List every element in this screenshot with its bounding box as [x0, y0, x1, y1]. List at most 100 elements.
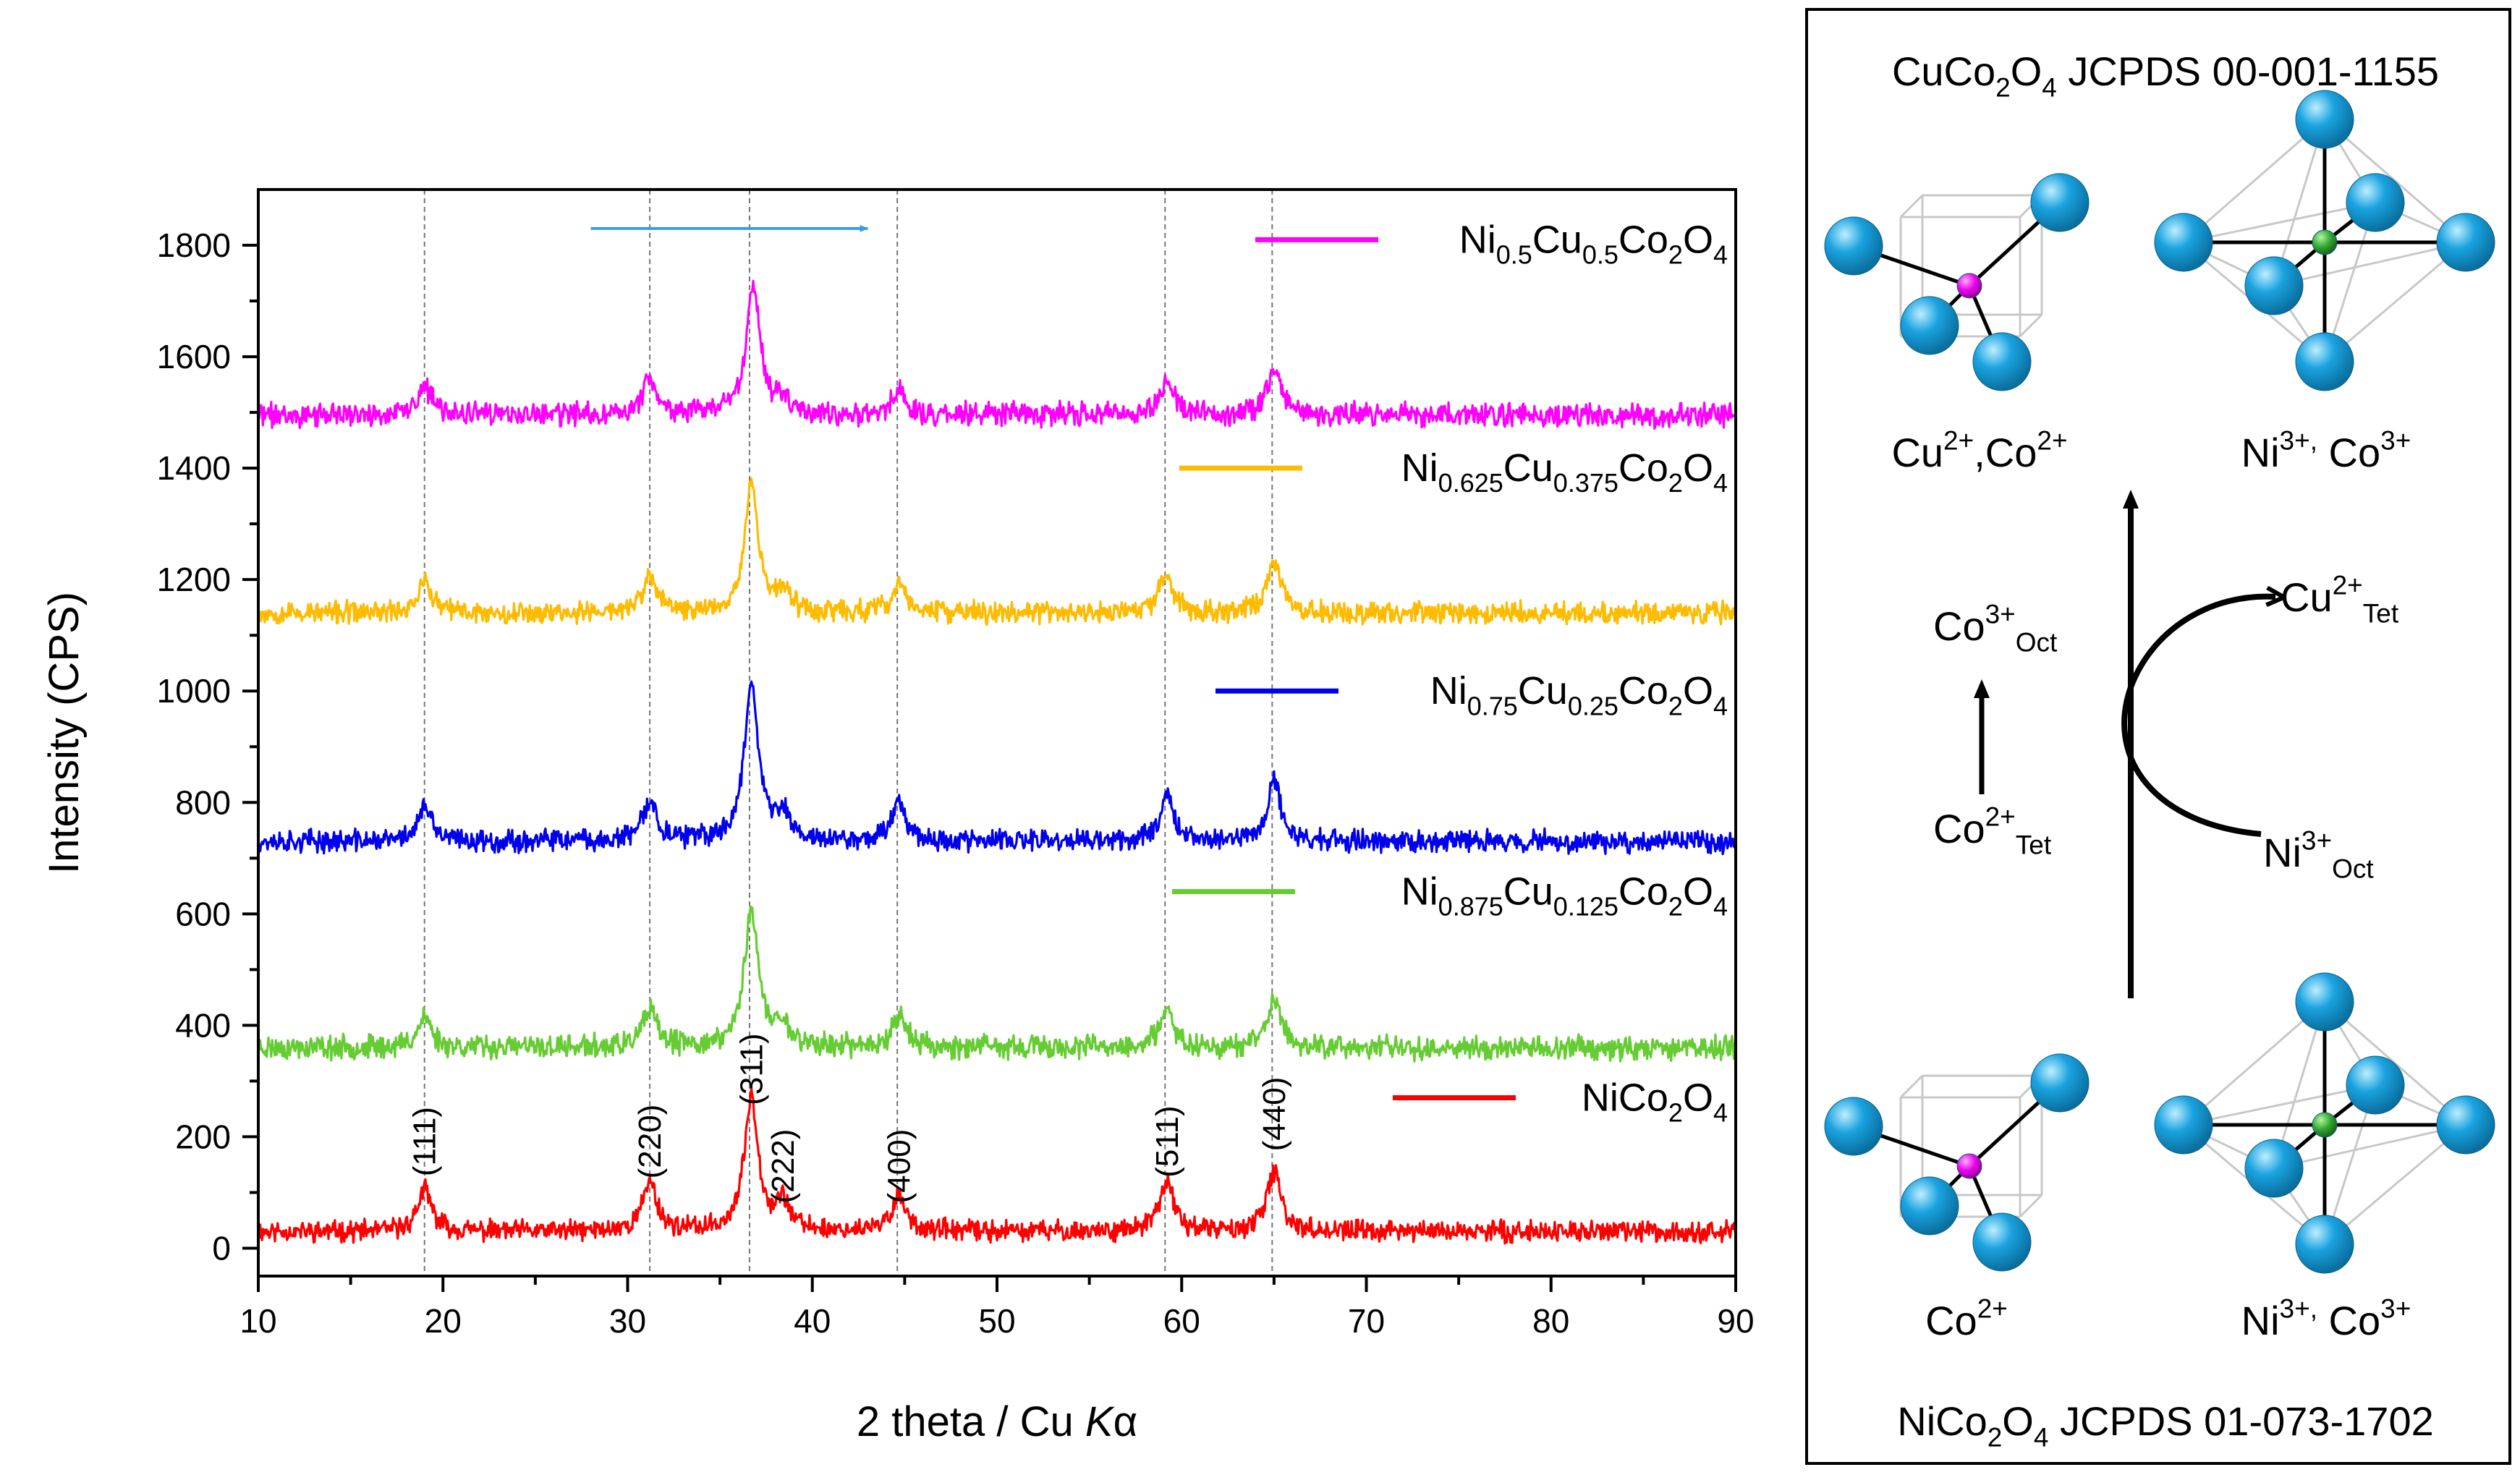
tetrahedral-cation [1956, 273, 1982, 299]
peak-label: (311) [734, 1033, 770, 1105]
x-tick-label: 70 [1348, 1302, 1385, 1340]
co3-oct-label: Co3+Oct [1933, 600, 2058, 658]
oxygen-atom [2295, 332, 2354, 391]
legend-entry: NiCo2O4 [1582, 1076, 1728, 1128]
y-tick-label: 400 [175, 1006, 231, 1044]
legend-entry: Ni0.5Cu0.5Co2O4 [1459, 218, 1728, 269]
tetrahedral-cation [1956, 1153, 1982, 1179]
y-tick-label: 1200 [157, 561, 231, 598]
cube-edge [1899, 1074, 1924, 1099]
oxygen-atom [1972, 332, 2032, 391]
oxygen-atom [1824, 1097, 1883, 1156]
octahedron-edge [2324, 1000, 2466, 1126]
peak-label: (400) [882, 1129, 917, 1204]
octahedron-edge [2324, 118, 2466, 244]
y-tick-label: 0 [212, 1229, 231, 1267]
cuco2o4-reference-title: CuCo2O4 JCPDS 00-001-1155 [1892, 48, 2439, 103]
octahedron-edge [2324, 241, 2466, 363]
nico2o4-reference-title: NiCo2O4 JCPDS 01-073-1702 [1897, 1398, 2434, 1453]
oxygen-atom [2244, 256, 2304, 315]
legend-entry: Ni0.625Cu0.375Co2O4 [1401, 446, 1728, 498]
peak-label: (111) [407, 1107, 443, 1176]
oxygen-atom [2295, 1215, 2354, 1274]
y-axis-title: Intensity (CPS) [41, 592, 88, 874]
octahedral-cation [2312, 229, 2338, 255]
peak-label: (220) [632, 1105, 668, 1179]
oxygen-atom [2346, 1055, 2405, 1115]
y-tick-label: 1000 [157, 672, 231, 710]
legend-entry: Ni0.875Cu0.125Co2O4 [1401, 870, 1728, 922]
octahedron-edge [2183, 201, 2376, 244]
peak-label: (222) [765, 1129, 801, 1204]
oxygen-atom [2436, 1095, 2495, 1155]
x-axis-title: 2 theta / Cu Kα [857, 1398, 1137, 1445]
octahedron-edge [2183, 1084, 2376, 1126]
cube-edge [1899, 194, 1924, 218]
series-line [258, 279, 1736, 430]
octahedron-edge [2273, 1123, 2466, 1170]
bottom-octahedral-ions-label: Ni3+, Co3+ [2241, 1294, 2411, 1344]
oxygen-atom [1900, 1176, 1959, 1236]
x-tick-label: 80 [1532, 1302, 1569, 1340]
series-line [258, 906, 1736, 1063]
x-axis: 10 20 30 40 50 60 70 80 90 [239, 1276, 1755, 1340]
reference-lines [423, 190, 1273, 1276]
tetrahedral-site-bottom [1824, 1053, 2090, 1272]
octahedral-site-top [2154, 90, 2495, 391]
x-tick-label: 40 [794, 1302, 831, 1340]
series-line [258, 477, 1736, 626]
x-tick-label: 30 [609, 1302, 646, 1340]
cube-edge [2019, 313, 2043, 338]
octahedron-edge [2273, 241, 2466, 287]
legend: NiCo2O4 Ni0.875Cu0.125Co2O4 Ni0.75Cu0.25Co… [1172, 218, 1728, 1128]
y-tick-label: 1400 [157, 449, 231, 487]
y-tick-label: 600 [175, 895, 231, 932]
octahedral-cation [2312, 1112, 2338, 1138]
oxygen-atom [2295, 90, 2354, 149]
oxygen-atom [2244, 1139, 2304, 1198]
y-tick-label: 800 [175, 783, 231, 821]
oxygen-atom [1824, 216, 1883, 276]
y-axis: 0 200 400 600 800 1000 1200 1400 1600 1800 [157, 226, 258, 1267]
plot-frame [257, 188, 1737, 1278]
x-tick-label: 10 [239, 1302, 276, 1340]
oxygen-atom [2295, 972, 2354, 1032]
xrd-plot: 10 20 30 40 50 60 70 80 90 0 200 400 600 800 1000 1200… [41, 188, 1755, 1445]
octahedral-site-bottom [2154, 972, 2495, 1274]
series-layer [258, 279, 1736, 1245]
oxygen-atom [1972, 1212, 2032, 1272]
top-tetrahedral-ions-label: Cu2+,Co2+ [1891, 426, 2067, 476]
x-tick-label: 50 [978, 1302, 1015, 1340]
top-octahedral-ions-label: Ni3+, Co3+ [2241, 426, 2411, 476]
y-tick-label: 200 [175, 1118, 231, 1155]
x-tick-label: 90 [1717, 1302, 1754, 1340]
bottom-tetrahedral-ions-label: Co2+ [1925, 1294, 2008, 1344]
series-line [258, 1087, 1736, 1245]
legend-entry: Ni0.75Cu0.25Co2O4 [1430, 669, 1728, 721]
cation-exchange-arrow [2121, 597, 2275, 837]
y-tick-label: 1600 [157, 338, 231, 375]
oxygen-atom [2030, 1053, 2090, 1113]
peak-label: (511) [1150, 1105, 1185, 1177]
ni3-oct-label: Ni3+Oct [2263, 826, 2374, 884]
oxygen-atom [2154, 1095, 2213, 1155]
oxygen-atom [2346, 173, 2405, 232]
oxygen-atom [2436, 213, 2495, 272]
x-tick-label: 20 [425, 1302, 462, 1340]
peak-label: (440) [1257, 1077, 1292, 1152]
panel-frame [1805, 8, 2511, 1465]
x-tick-label: 60 [1163, 1302, 1200, 1340]
series-line [258, 680, 1736, 856]
octahedron-edge [2183, 1000, 2325, 1126]
co2-tet-label: Co2+Tet [1933, 802, 2052, 860]
oxygen-atom [1900, 296, 1959, 355]
oxygen-atom [2154, 213, 2213, 272]
octahedron-edge [2324, 1123, 2466, 1246]
octahedron-edge [2183, 118, 2325, 244]
peak-labels: (111) (220) (311) (222) (400) (511) (440) [407, 1033, 1292, 1203]
tetrahedral-site-top [1824, 173, 2090, 391]
spinel-structure-panel: CuCo2O4 JCPDS 00-001-1155 NiCo2O4 JCPDS … [1805, 8, 2511, 1465]
oxygen-atom [2030, 173, 2090, 232]
y-tick-label: 1800 [157, 226, 231, 264]
